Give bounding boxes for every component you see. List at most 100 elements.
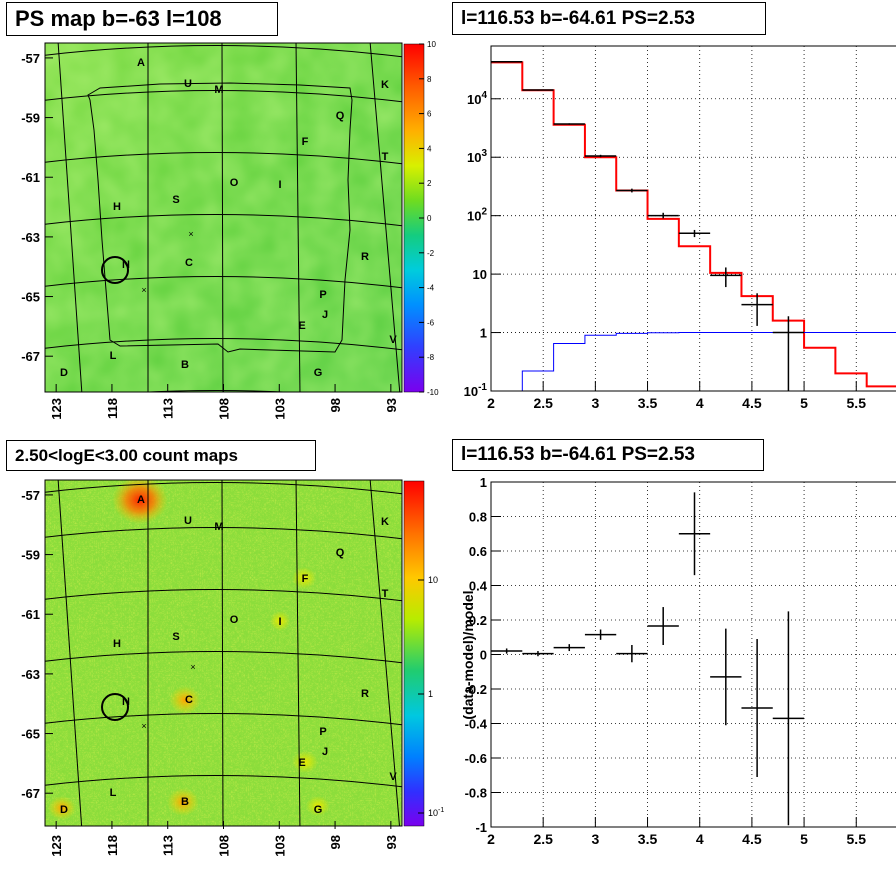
y-tick-label: -59 bbox=[21, 548, 40, 563]
residual-data-point bbox=[678, 492, 711, 576]
source-label-f: F bbox=[302, 136, 309, 148]
source-label-g: G bbox=[314, 804, 323, 816]
source-label-b: B bbox=[181, 796, 189, 808]
x-tick-label: 3.5 bbox=[638, 395, 658, 411]
source-label-q: Q bbox=[336, 110, 345, 122]
residual-data-point bbox=[553, 644, 585, 652]
count-map-cross-marker: × bbox=[141, 721, 146, 731]
count-map-cross-marker: × bbox=[190, 662, 195, 672]
y-tick-label: 10-1 bbox=[464, 382, 488, 399]
source-label-l: L bbox=[110, 350, 117, 362]
colorbar-tick-label: -4 bbox=[427, 284, 435, 293]
y-tick-label: -0.4 bbox=[465, 717, 488, 732]
spectrum-data-point bbox=[491, 61, 523, 63]
x-tick-label: 98 bbox=[328, 835, 343, 849]
x-tick-label: 3.5 bbox=[638, 831, 658, 847]
x-tick-label: 103 bbox=[272, 835, 287, 857]
residual-data-point bbox=[772, 611, 805, 826]
y-tick-label: -65 bbox=[21, 290, 40, 305]
y-tick-label: -61 bbox=[21, 170, 40, 185]
count-map-target-circle bbox=[101, 693, 129, 721]
spectrum-chart: 2 2.5 3 3.5 4 4.5 5 5.5 10-1 1 10 102 103 104 bbox=[464, 45, 896, 411]
y-tick-label: 0.4 bbox=[469, 579, 488, 594]
source-label-j: J bbox=[322, 746, 328, 758]
x-tick-label: 3 bbox=[591, 831, 599, 847]
x-tick-label: 118 bbox=[105, 398, 120, 419]
colorbar-tick-label: 4 bbox=[427, 144, 432, 153]
source-label-a: A bbox=[137, 494, 145, 506]
y-tick-label: 0.2 bbox=[469, 613, 487, 628]
y-tick-label: 104 bbox=[467, 90, 487, 107]
source-label-p: P bbox=[319, 289, 326, 301]
x-tick-label: 123 bbox=[49, 835, 64, 857]
source-label-e: E bbox=[298, 757, 305, 769]
colorbar-tick-label: 8 bbox=[427, 75, 432, 84]
x-tick-label: 4.5 bbox=[742, 831, 762, 847]
source-label-v: V bbox=[389, 334, 397, 346]
source-label-s: S bbox=[172, 631, 179, 643]
x-tick-label: 2 bbox=[487, 395, 495, 411]
y-tick-label: -65 bbox=[21, 727, 40, 742]
spectrum-data-point bbox=[741, 293, 773, 326]
x-tick-label: 5 bbox=[800, 831, 808, 847]
colorbar-tick-label: -10 bbox=[427, 388, 439, 397]
y-tick-label: 10 bbox=[473, 267, 487, 282]
x-tick-label: 98 bbox=[328, 398, 343, 412]
y-tick-label: 1 bbox=[480, 475, 487, 490]
x-tick-label: 5.5 bbox=[847, 831, 867, 847]
x-tick-label: 2.5 bbox=[533, 831, 553, 847]
x-tick-label: 5.5 bbox=[847, 395, 867, 411]
colorbar-tick-label: 10-1 bbox=[428, 807, 444, 818]
source-label-h: H bbox=[113, 201, 121, 213]
y-tick-label: 103 bbox=[467, 148, 487, 165]
spectrum-data-point bbox=[710, 267, 742, 288]
residual-ylabel: (data-model)/model bbox=[460, 590, 476, 719]
spectrum-data-point bbox=[647, 212, 679, 219]
colorbar-tick-label: 1 bbox=[428, 689, 433, 699]
y-tick-label: 102 bbox=[467, 207, 487, 224]
y-tick-label: -0.2 bbox=[465, 682, 487, 697]
y-tick-label: -63 bbox=[21, 667, 40, 682]
source-label-k: K bbox=[381, 516, 389, 528]
spectrum-data-point bbox=[522, 89, 554, 91]
spectrum-data-point bbox=[553, 123, 585, 125]
source-label-i: I bbox=[278, 616, 281, 628]
spectrum-data-point bbox=[584, 154, 617, 158]
source-label-e: E bbox=[298, 320, 305, 332]
source-label-u: U bbox=[184, 515, 192, 527]
residual-data-point bbox=[616, 645, 648, 663]
colorbar-tick-label: -2 bbox=[427, 249, 435, 258]
x-tick-label: 108 bbox=[217, 835, 232, 857]
spectrum-data-point bbox=[678, 229, 711, 238]
source-label-t: T bbox=[382, 588, 389, 600]
x-tick-label: 4 bbox=[696, 395, 704, 411]
count-map-colorbar bbox=[403, 480, 425, 827]
source-label-h: H bbox=[113, 638, 121, 650]
y-tick-label: -67 bbox=[21, 349, 40, 364]
source-label-o: O bbox=[230, 614, 239, 626]
source-label-d: D bbox=[60, 367, 68, 379]
x-tick-label: 118 bbox=[105, 835, 120, 856]
residual-data-point bbox=[584, 629, 617, 640]
colorbar-tick-label: 10 bbox=[427, 40, 436, 49]
spectrum-data-point bbox=[772, 316, 805, 391]
source-label-i: I bbox=[278, 179, 281, 191]
source-label-p: P bbox=[319, 726, 326, 738]
source-label-l: L bbox=[110, 787, 117, 799]
colorbar-tick-label: 10 bbox=[428, 575, 438, 585]
ps-map-target-circle bbox=[101, 256, 129, 284]
x-tick-label: 5 bbox=[800, 395, 808, 411]
source-label-v: V bbox=[389, 771, 397, 783]
y-tick-label: -0.6 bbox=[465, 751, 487, 766]
residual-chart: 2 2.5 3 3.5 4 4.5 5 5.5 -1 -0.8 -0.6 -0.4 -0.2 0 0.2 0.… bbox=[460, 475, 896, 847]
colorbar-tick-label: 0 bbox=[427, 214, 432, 223]
x-tick-label: 4 bbox=[696, 831, 704, 847]
source-label-o: O bbox=[230, 177, 239, 189]
x-tick-label: 108 bbox=[217, 398, 232, 420]
source-label-b: B bbox=[181, 359, 189, 371]
source-label-s: S bbox=[172, 194, 179, 206]
y-tick-label: 0 bbox=[480, 648, 487, 663]
colorbar-tick-label: 6 bbox=[427, 110, 432, 119]
